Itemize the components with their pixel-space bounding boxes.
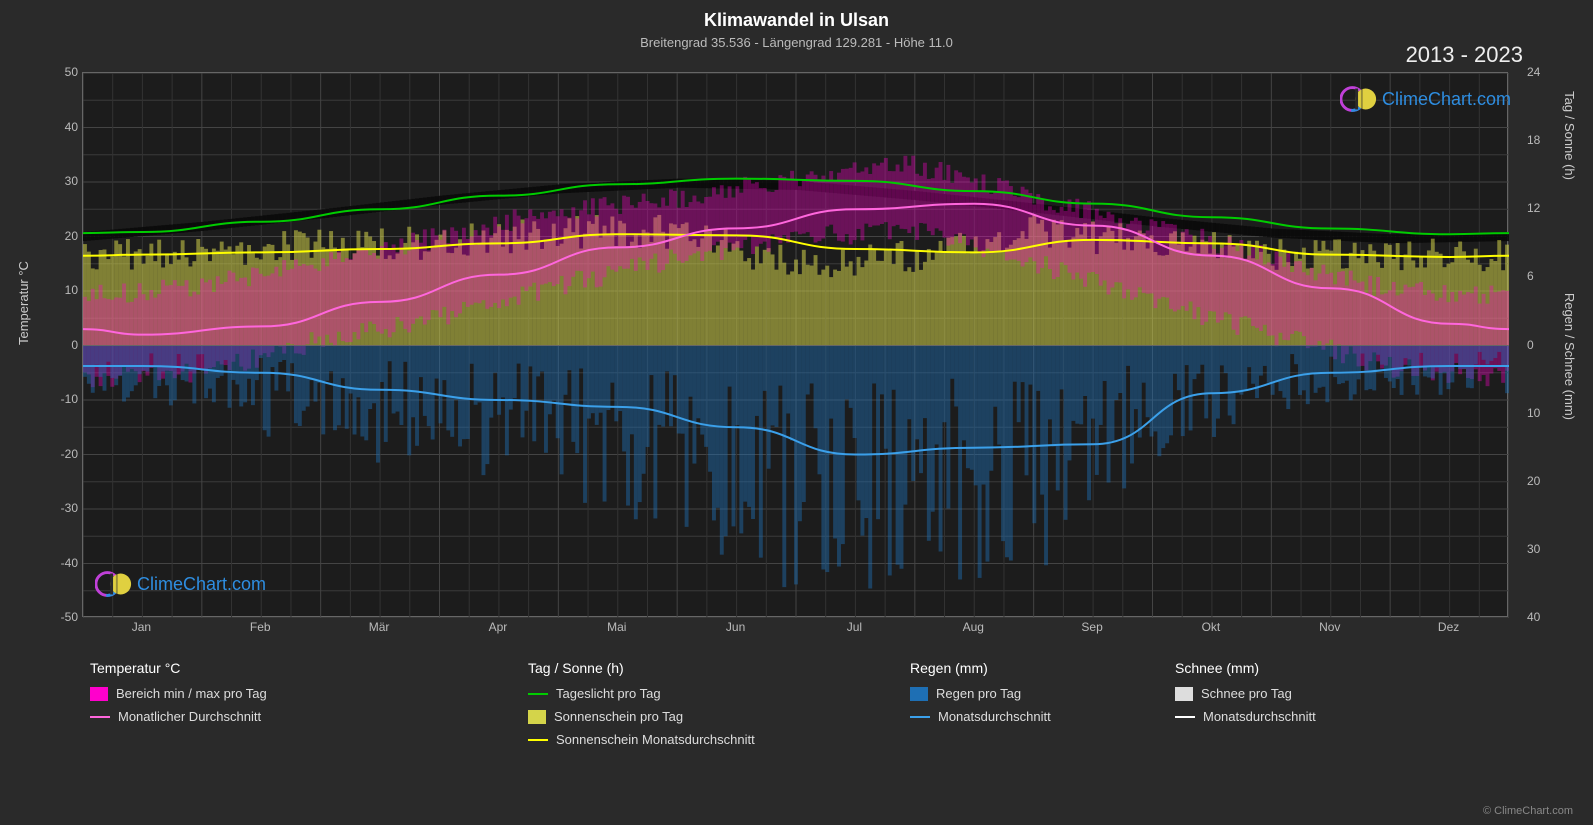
y-tick-right: 12 xyxy=(1527,201,1551,215)
legend-swatch-temp-range xyxy=(90,687,108,701)
x-tick: Mai xyxy=(607,620,626,634)
copyright: © ClimeChart.com xyxy=(1483,805,1573,817)
legend-item: Sonnenschein Monatsdurchschnitt xyxy=(528,732,755,747)
y-tick-left: 0 xyxy=(50,338,78,352)
legend-item: Monatsdurchschnitt xyxy=(1175,709,1316,724)
y-axis-right-top-label: Tag / Sonne (h) xyxy=(1562,91,1577,180)
legend-label: Sonnenschein Monatsdurchschnitt xyxy=(556,732,755,747)
year-range: 2013 - 2023 xyxy=(1406,42,1523,68)
legend-label: Regen pro Tag xyxy=(936,686,1021,701)
legend-item: Monatsdurchschnitt xyxy=(910,709,1051,724)
legend-rain: Regen (mm) Regen pro Tag Monatsdurchschn… xyxy=(910,660,1051,732)
x-tick: Mär xyxy=(369,620,390,634)
y-tick-right: 10 xyxy=(1527,406,1551,420)
y-tick-right: 40 xyxy=(1527,610,1551,624)
legend-item: Schnee pro Tag xyxy=(1175,686,1316,701)
legend-label: Monatsdurchschnitt xyxy=(1203,709,1316,724)
legend-swatch-rain xyxy=(910,687,928,701)
legend-daysun-title: Tag / Sonne (h) xyxy=(528,660,755,676)
y-tick-left: -20 xyxy=(50,447,78,461)
legend-line-daylight xyxy=(528,693,548,695)
logo-icon xyxy=(95,565,133,603)
x-tick: Jul xyxy=(847,620,862,634)
y-tick-left: 20 xyxy=(50,229,78,243)
y-tick-right: 0 xyxy=(1527,338,1551,352)
y-tick-left: 30 xyxy=(50,174,78,188)
legend-rain-title: Regen (mm) xyxy=(910,660,1051,676)
legend-label: Monatsdurchschnitt xyxy=(938,709,1051,724)
watermark-bottom: ClimeChart.com xyxy=(95,565,266,603)
legend-swatch-snow xyxy=(1175,687,1193,701)
watermark-top: ClimeChart.com xyxy=(1340,80,1511,118)
y-tick-left: 50 xyxy=(50,65,78,79)
legend-temp-title: Temperatur °C xyxy=(90,660,267,676)
x-tick: Aug xyxy=(963,620,984,634)
y-tick-right: 18 xyxy=(1527,133,1551,147)
legend-item: Sonnenschein pro Tag xyxy=(528,709,755,724)
x-tick: Apr xyxy=(489,620,508,634)
plot-svg xyxy=(83,73,1509,618)
legend-daysun: Tag / Sonne (h) Tageslicht pro Tag Sonne… xyxy=(528,660,755,755)
y-tick-right: 30 xyxy=(1527,542,1551,556)
legend-line-snow-avg xyxy=(1175,716,1195,718)
y-tick-left: -50 xyxy=(50,610,78,624)
y-tick-left: -10 xyxy=(50,392,78,406)
plot-area xyxy=(82,72,1508,617)
x-tick: Okt xyxy=(1202,620,1221,634)
watermark-text: ClimeChart.com xyxy=(137,574,266,595)
y-axis-right-bottom-label: Regen / Schnee (mm) xyxy=(1562,293,1577,420)
y-tick-left: 40 xyxy=(50,120,78,134)
y-axis-left-label: Temperatur °C xyxy=(16,261,31,345)
chart-title: Klimawandel in Ulsan xyxy=(0,0,1593,31)
legend-item: Tageslicht pro Tag xyxy=(528,686,755,701)
legend-line-sunshine-avg xyxy=(528,739,548,741)
x-tick: Feb xyxy=(250,620,271,634)
chart-subtitle: Breitengrad 35.536 - Längengrad 129.281 … xyxy=(0,35,1593,50)
legend-snow: Schnee (mm) Schnee pro Tag Monatsdurchsc… xyxy=(1175,660,1316,732)
x-tick: Jun xyxy=(726,620,745,634)
legend-item: Bereich min / max pro Tag xyxy=(90,686,267,701)
legend-label: Schnee pro Tag xyxy=(1201,686,1292,701)
legend-swatch-sunshine xyxy=(528,710,546,724)
legend-line-rain-avg xyxy=(910,716,930,718)
legend-label: Tageslicht pro Tag xyxy=(556,686,661,701)
y-tick-left: -40 xyxy=(50,556,78,570)
legend-snow-title: Schnee (mm) xyxy=(1175,660,1316,676)
legend-item: Regen pro Tag xyxy=(910,686,1051,701)
y-tick-right: 24 xyxy=(1527,65,1551,79)
legend-temp: Temperatur °C Bereich min / max pro Tag … xyxy=(90,660,267,732)
y-tick-right: 6 xyxy=(1527,269,1551,283)
logo-icon xyxy=(1340,80,1378,118)
y-tick-right: 20 xyxy=(1527,474,1551,488)
legend-label: Sonnenschein pro Tag xyxy=(554,709,683,724)
y-tick-left: -30 xyxy=(50,501,78,515)
x-tick: Dez xyxy=(1438,620,1459,634)
x-tick: Nov xyxy=(1319,620,1340,634)
legend-label: Monatlicher Durchschnitt xyxy=(118,709,261,724)
y-tick-left: 10 xyxy=(50,283,78,297)
legend-line-temp-avg xyxy=(90,716,110,718)
x-tick: Sep xyxy=(1081,620,1102,634)
watermark-text: ClimeChart.com xyxy=(1382,89,1511,110)
legend-label: Bereich min / max pro Tag xyxy=(116,686,267,701)
climate-chart: Klimawandel in Ulsan Breitengrad 35.536 … xyxy=(0,0,1593,825)
x-tick: Jan xyxy=(132,620,151,634)
legend-item: Monatlicher Durchschnitt xyxy=(90,709,267,724)
